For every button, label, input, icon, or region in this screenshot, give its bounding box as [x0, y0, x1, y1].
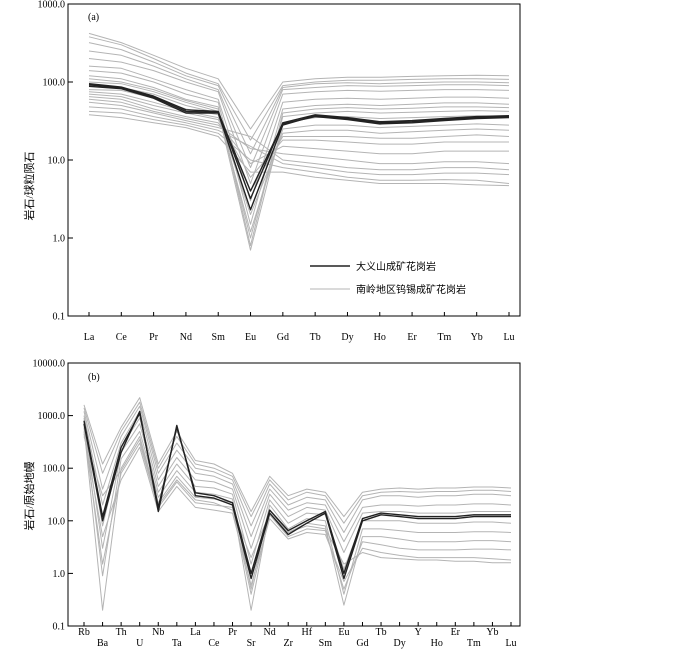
x-tick-label: Er	[451, 627, 461, 638]
x-tick-label: Ho	[374, 332, 386, 343]
x-tick-label: Rb	[78, 627, 90, 638]
panel-a-y-axis: 0.1 1.0 10.0 100.0 1000.0	[38, 0, 73, 323]
x-tick-label: Tb	[375, 627, 386, 638]
y-tick-label: 0.1	[53, 622, 66, 633]
series-line-reference	[88, 32, 510, 130]
x-tick-label: Dy	[341, 332, 353, 343]
series-line-reference	[83, 401, 512, 524]
x-tick-label: Gd	[356, 638, 368, 649]
y-tick-label: 1.0	[53, 569, 66, 580]
panel-b: 0.1 1.0 10.0 100.0 1000.0 10000.0 Rb Ba Th U Nb Ta…	[22, 359, 521, 649]
series-line-reference	[83, 433, 512, 586]
panel-a-dayishan-lines	[88, 83, 510, 211]
series-line-reference	[88, 36, 510, 141]
panel-b-x-axis: Rb Ba Th U Nb Ta La Ce Pr Sr Nd Zr Hf Sm Eu Gd Tb Dy Y Ho Er…	[78, 622, 517, 649]
panel-a-reference-lines	[88, 32, 510, 251]
x-tick-label: Hf	[302, 627, 313, 638]
x-tick-label: Dy	[393, 638, 405, 649]
panel-a-y-axis-title: 岩石/球粒陨石	[22, 151, 36, 220]
y-tick-label: 1.0	[53, 234, 66, 245]
series-line-reference	[83, 423, 512, 595]
x-tick-label: Yb	[486, 627, 498, 638]
x-tick-label: Eu	[245, 332, 256, 343]
x-tick-label: Tm	[467, 638, 481, 649]
x-tick-label: Nd	[264, 627, 276, 638]
series-line-reference	[83, 397, 512, 518]
panel-b-dayishan-lines	[83, 410, 511, 580]
panel-a-x-axis: La Ce Pr Nd Sm Eu Gd Tb Dy Ho Er Tm Yb Lu	[84, 312, 515, 343]
series-line-reference	[88, 75, 510, 247]
x-tick-label: Eu	[338, 627, 349, 638]
x-tick-label: Yb	[471, 332, 483, 343]
panel-b-frame	[67, 362, 521, 627]
series-line-reference	[88, 42, 510, 155]
x-tick-label: Er	[407, 332, 417, 343]
panel-b-y-axis: 0.1 1.0 10.0 100.0 1000.0 10000.0	[33, 359, 73, 633]
x-tick-label: La	[84, 332, 95, 343]
series-line-reference	[83, 410, 512, 543]
x-tick-label: La	[190, 627, 201, 638]
series-line-dayishan	[88, 83, 510, 200]
x-tick-label: Sr	[247, 638, 257, 649]
series-line-reference	[88, 50, 510, 169]
y-tick-label: 0.1	[53, 312, 66, 323]
series-line-reference	[88, 106, 510, 176]
series-line-reference	[83, 405, 512, 533]
x-tick-label: Y	[415, 627, 422, 638]
x-tick-label: Ba	[97, 638, 109, 649]
x-tick-label: Ce	[208, 638, 220, 649]
y-tick-label: 10000.0	[33, 359, 66, 370]
y-tick-label: 1000.0	[38, 0, 66, 11]
x-tick-label: U	[136, 638, 144, 649]
x-tick-label: Tm	[437, 332, 451, 343]
series-line-reference	[88, 98, 510, 165]
series-line-reference	[88, 70, 510, 225]
x-tick-label: Pr	[228, 627, 238, 638]
x-tick-label: Tb	[310, 332, 321, 343]
series-line-reference	[88, 93, 509, 178]
y-tick-label: 1000.0	[38, 411, 66, 422]
legend-label-reference: 南岭地区钨锡成矿花岗岩	[356, 283, 466, 296]
x-tick-label: Sm	[319, 638, 333, 649]
y-tick-label: 100.0	[43, 464, 66, 475]
panel-a-label: (a)	[88, 12, 99, 23]
x-tick-label: Ho	[431, 638, 443, 649]
legend-label-dayishan: 大义山成矿花岗岩	[356, 260, 436, 273]
series-line-dayishan	[83, 412, 511, 575]
x-tick-label: Ce	[116, 332, 128, 343]
series-line-reference	[88, 101, 510, 171]
x-tick-label: Nd	[180, 332, 192, 343]
series-line-dayishan	[88, 84, 510, 192]
x-tick-label: Lu	[505, 638, 516, 649]
x-tick-label: Ta	[172, 638, 182, 649]
x-tick-label: Gd	[277, 332, 289, 343]
x-tick-label: Sm	[212, 332, 226, 343]
series-line-reference	[88, 85, 510, 233]
y-tick-label: 10.0	[48, 156, 66, 167]
panel-b-y-axis-title: 岩石/原始地幔	[22, 461, 36, 530]
series-line-reference	[83, 420, 512, 570]
series-line-reference	[88, 91, 510, 192]
x-tick-label: Pr	[149, 332, 159, 343]
series-line-reference	[88, 65, 510, 202]
legend: 大义山成矿花岗岩 南岭地区钨锡成矿花岗岩	[310, 260, 466, 296]
panel-a: 0.1 1.0 10.0 100.0 1000.0 La Ce Pr Nd Sm Eu Gd Tb Dy…	[22, 0, 521, 343]
series-line-reference	[88, 58, 510, 184]
y-tick-label: 100.0	[43, 78, 66, 89]
series-line-reference	[88, 78, 510, 239]
x-tick-label: Th	[116, 627, 127, 638]
y-tick-label: 10.0	[48, 516, 66, 527]
panel-b-reference-lines	[83, 397, 512, 611]
x-tick-label: Nb	[152, 627, 164, 638]
panel-b-label: (b)	[88, 372, 100, 383]
x-tick-label: Lu	[503, 332, 514, 343]
x-tick-label: Zr	[283, 638, 293, 649]
series-line-reference	[88, 96, 509, 165]
series-line-reference	[88, 114, 510, 187]
series-line-reference	[83, 417, 511, 553]
series-line-reference	[88, 110, 510, 184]
